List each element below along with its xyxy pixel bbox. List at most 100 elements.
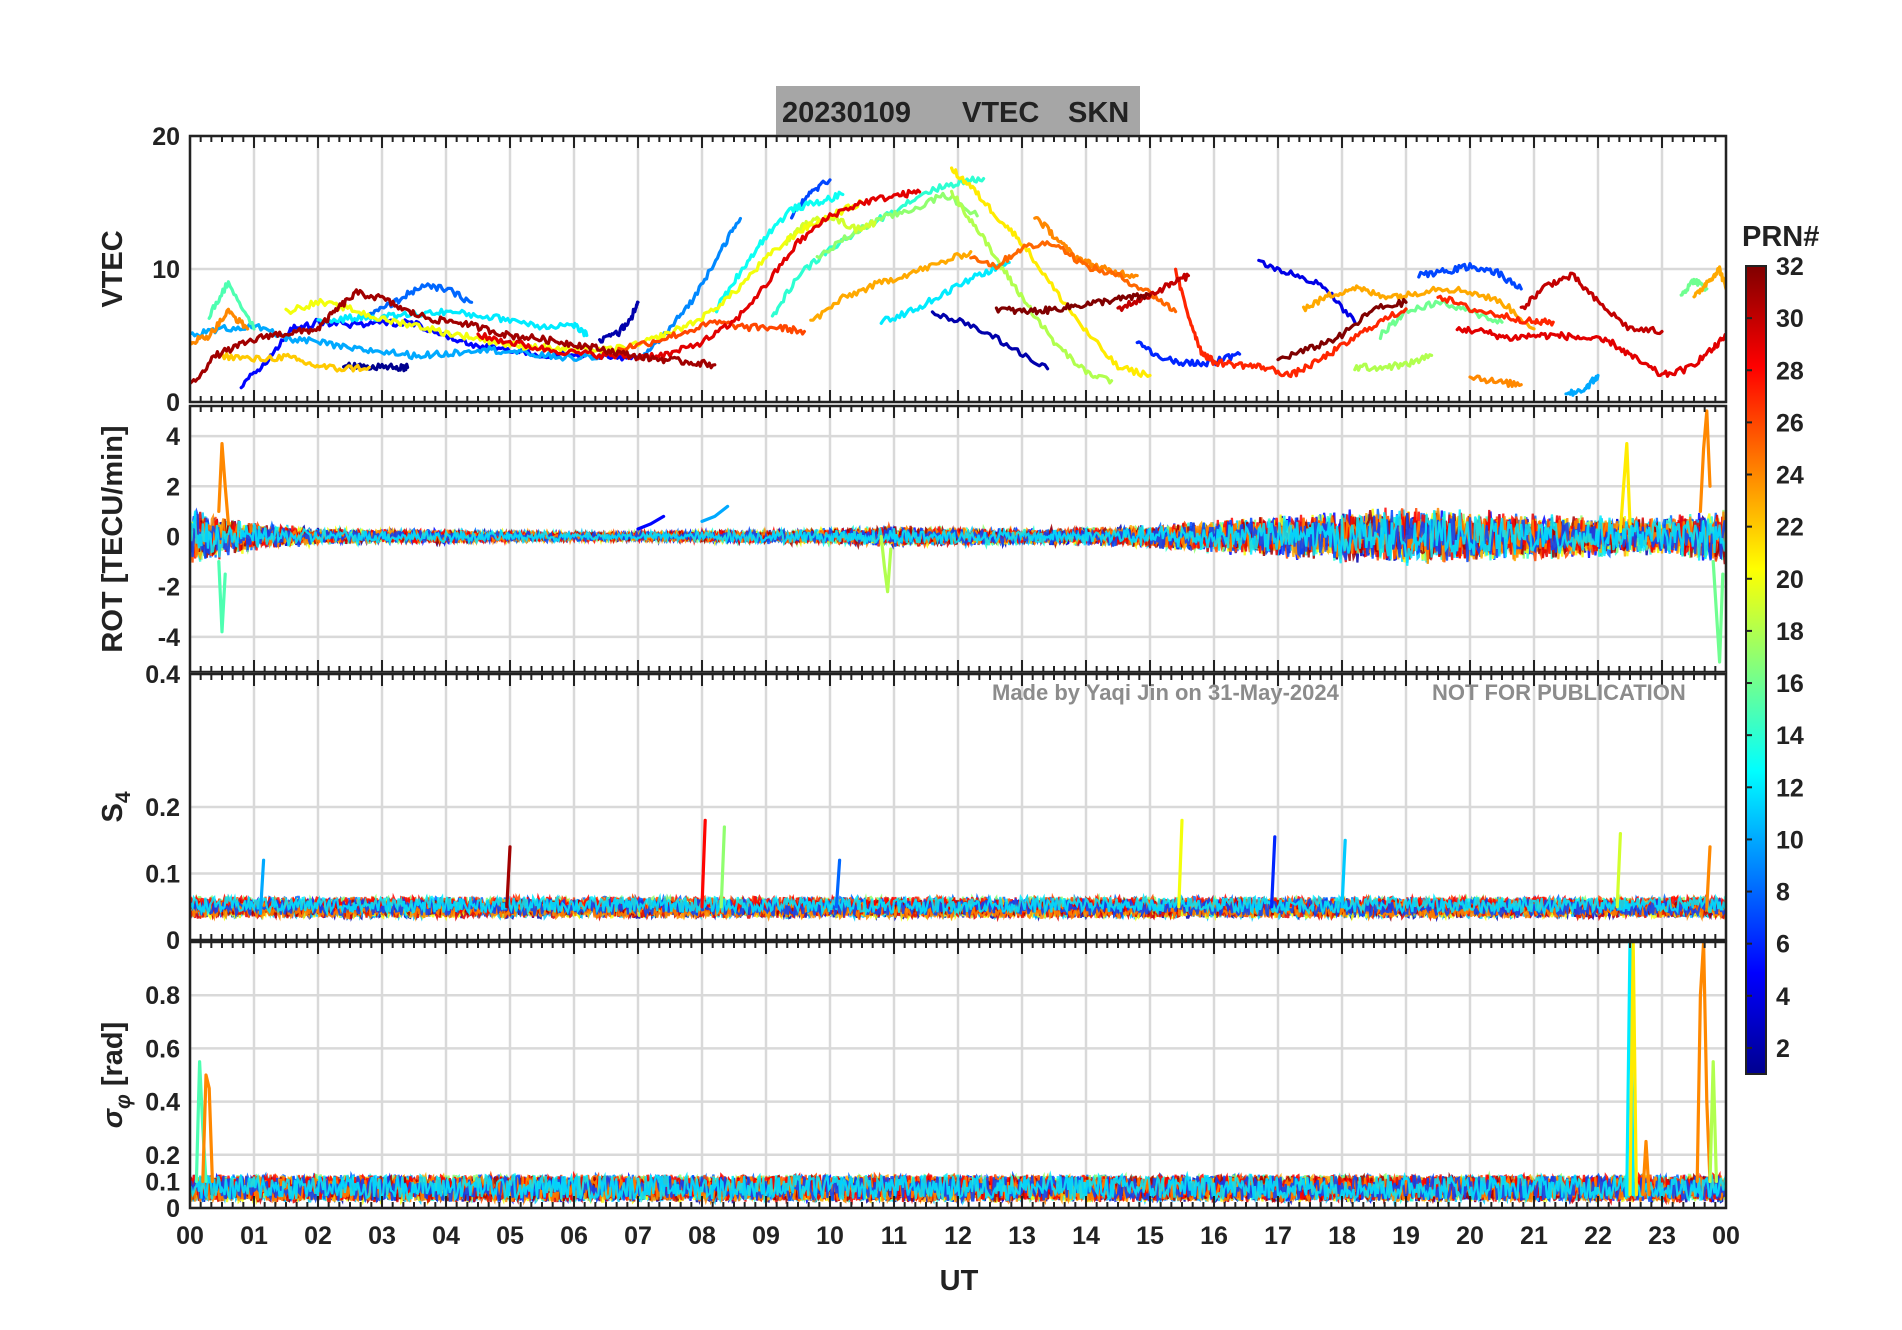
x-tick-label: 02 xyxy=(304,1222,332,1250)
rot-plot-area xyxy=(190,409,1726,664)
s4-noise-trace-prn-12 xyxy=(190,892,1726,917)
x-tick-label: 18 xyxy=(1328,1222,1356,1250)
x-tick-label: 17 xyxy=(1264,1222,1292,1250)
vtec-series-prn-32 xyxy=(994,292,1152,316)
vtec-series-prn-18 xyxy=(1353,353,1434,372)
vtec-series-prn-22 xyxy=(220,351,371,373)
s4-plot-area xyxy=(190,818,1726,923)
vtec-panel: 0 10 20 VTEC xyxy=(97,123,1728,417)
x-tick-label: 04 xyxy=(432,1222,460,1250)
vtec-series-prn-27 xyxy=(1174,267,1408,379)
title-station: SKN xyxy=(1068,97,1129,129)
x-tick-label: 10 xyxy=(816,1222,844,1250)
rot-ytick-label: 0 xyxy=(166,523,180,551)
s4-series-prn-11 xyxy=(1340,838,1347,909)
vtec-ytick-label: 0 xyxy=(166,389,180,417)
colorbar-tick-label: 26 xyxy=(1776,409,1804,437)
vtec-series-prn-29 xyxy=(476,188,922,361)
rot-series-prn-24 xyxy=(1698,409,1712,513)
vtec-series-prn-24 xyxy=(1468,374,1523,388)
title-background xyxy=(776,86,1140,136)
vtec-series-prn-19 xyxy=(783,214,877,246)
vtec-series-prn-2 xyxy=(930,310,1050,371)
rot-ytick-label: -4 xyxy=(158,624,180,652)
sigma_phi-ytick-label: 0.2 xyxy=(145,1142,180,1170)
colorbar-tick-label: 6 xyxy=(1776,931,1790,959)
rot-series-prn-10 xyxy=(700,504,730,523)
vtec-ytick-label: 10 xyxy=(152,256,180,284)
vtec-series-prn-2 xyxy=(598,300,640,344)
vtec-series-prn-24 xyxy=(190,307,250,346)
vtec-series-prn-32 xyxy=(1276,297,1408,362)
rot-series-prn-5 xyxy=(636,514,666,531)
s4-series-prn-31 xyxy=(505,845,512,909)
s4-frame xyxy=(188,672,1728,942)
rot-series-prn-24 xyxy=(217,442,230,526)
vtec-series-prn-25 xyxy=(969,240,1178,314)
vtec-plot-area xyxy=(190,166,1726,397)
x-tick-label: 05 xyxy=(496,1222,524,1250)
vtec-series-prn-10 xyxy=(190,322,608,362)
vtec-series-prn-26 xyxy=(617,319,806,352)
vtec-series-prn-23 xyxy=(1692,265,1726,299)
title-date: 20230109 xyxy=(782,97,911,129)
colorbar-tick-label: 16 xyxy=(1776,670,1804,698)
colorbar-tick-label: 30 xyxy=(1776,305,1804,333)
s4-series-prn-19 xyxy=(1615,832,1622,909)
vtec-frame xyxy=(188,134,1728,404)
s4-series-prn-24 xyxy=(1705,845,1712,909)
colorbar-gradient xyxy=(1745,265,1767,1075)
rot-ytick-label: -2 xyxy=(158,574,180,602)
colorbar-tick-label: 8 xyxy=(1776,879,1790,907)
vtec-series-prn-17 xyxy=(815,191,979,260)
colorbar-tick-label: 32 xyxy=(1776,253,1804,281)
colorbar-tick-label: 20 xyxy=(1776,566,1804,594)
x-tick-label: 21 xyxy=(1520,1222,1548,1250)
sigma_phi-series-prn-24 xyxy=(1695,942,1712,1183)
sigma_phi-frame xyxy=(188,940,1728,1210)
vtec-ylabel: VTEC xyxy=(97,230,129,307)
sigma_phi-ytick-label: 0.4 xyxy=(145,1089,180,1117)
s4-series-prn-28 xyxy=(700,818,707,909)
x-tick-label: 07 xyxy=(624,1222,652,1250)
vtec-series-prn-30 xyxy=(1519,271,1664,336)
x-tick-label: 09 xyxy=(752,1222,780,1250)
colorbar-tick-label: 4 xyxy=(1776,983,1790,1011)
s4-panel: 00.10.20.4S4 xyxy=(97,661,1728,955)
x-tick-label: 15 xyxy=(1136,1222,1164,1250)
vtec-series-prn-18 xyxy=(950,189,1114,385)
vtec-series-prn-13 xyxy=(713,190,845,314)
rot-ytick-label: 4 xyxy=(166,423,180,451)
watermark: Made by Yaqi Jin on 31-May-2024 NOT FOR … xyxy=(992,680,1686,705)
sigma_phi-series-prn-21 xyxy=(1628,942,1638,1197)
rot-ylabel: ROT [TECU/min] xyxy=(97,425,129,652)
title-quantity: VTEC xyxy=(962,97,1039,129)
vtec-series-prn-29 xyxy=(1455,325,1726,378)
sigma_phi-series-prn-18 xyxy=(1708,1060,1718,1183)
s4-series-prn-10 xyxy=(258,858,266,915)
sigma_phi-ytick-label: 0.6 xyxy=(145,1035,180,1063)
rot-frame xyxy=(188,404,1728,674)
vtec-series-prn-12 xyxy=(316,307,589,338)
x-tick-label: 08 xyxy=(688,1222,716,1250)
x-tick-label: 20 xyxy=(1456,1222,1484,1250)
x-tick-labels: 00 01 02 03 04 05 06 07 08 09 10 11 12 13 14 15 16 17 18 19… xyxy=(176,1222,1740,1250)
vtec-series-prn-4 xyxy=(1257,258,1357,324)
colorbar-tick-label: 18 xyxy=(1776,618,1804,646)
vtec-series-prn-30 xyxy=(1116,272,1190,312)
vtec-series-prn-12 xyxy=(879,260,1011,325)
s4-series-prn-17 xyxy=(719,825,726,909)
x-tick-label: 19 xyxy=(1392,1222,1420,1250)
colorbar-tick-label: 24 xyxy=(1776,462,1804,490)
vtec-series-prn-23 xyxy=(1302,284,1536,331)
x-tick-label: 22 xyxy=(1584,1222,1612,1250)
s4-series-prn-6 xyxy=(1270,835,1277,909)
colorbar-tick-label: 22 xyxy=(1776,514,1804,542)
s4-ytick-label: 0.1 xyxy=(145,861,180,889)
title-box: 20230109 VTEC SKN xyxy=(776,86,1140,136)
sigma_phi-ytick-label: 0.8 xyxy=(145,982,180,1010)
rot-panel: -4 -2 0 2 4 ROT [TECU/min] xyxy=(97,404,1728,674)
x-tick-label: 03 xyxy=(368,1222,396,1250)
